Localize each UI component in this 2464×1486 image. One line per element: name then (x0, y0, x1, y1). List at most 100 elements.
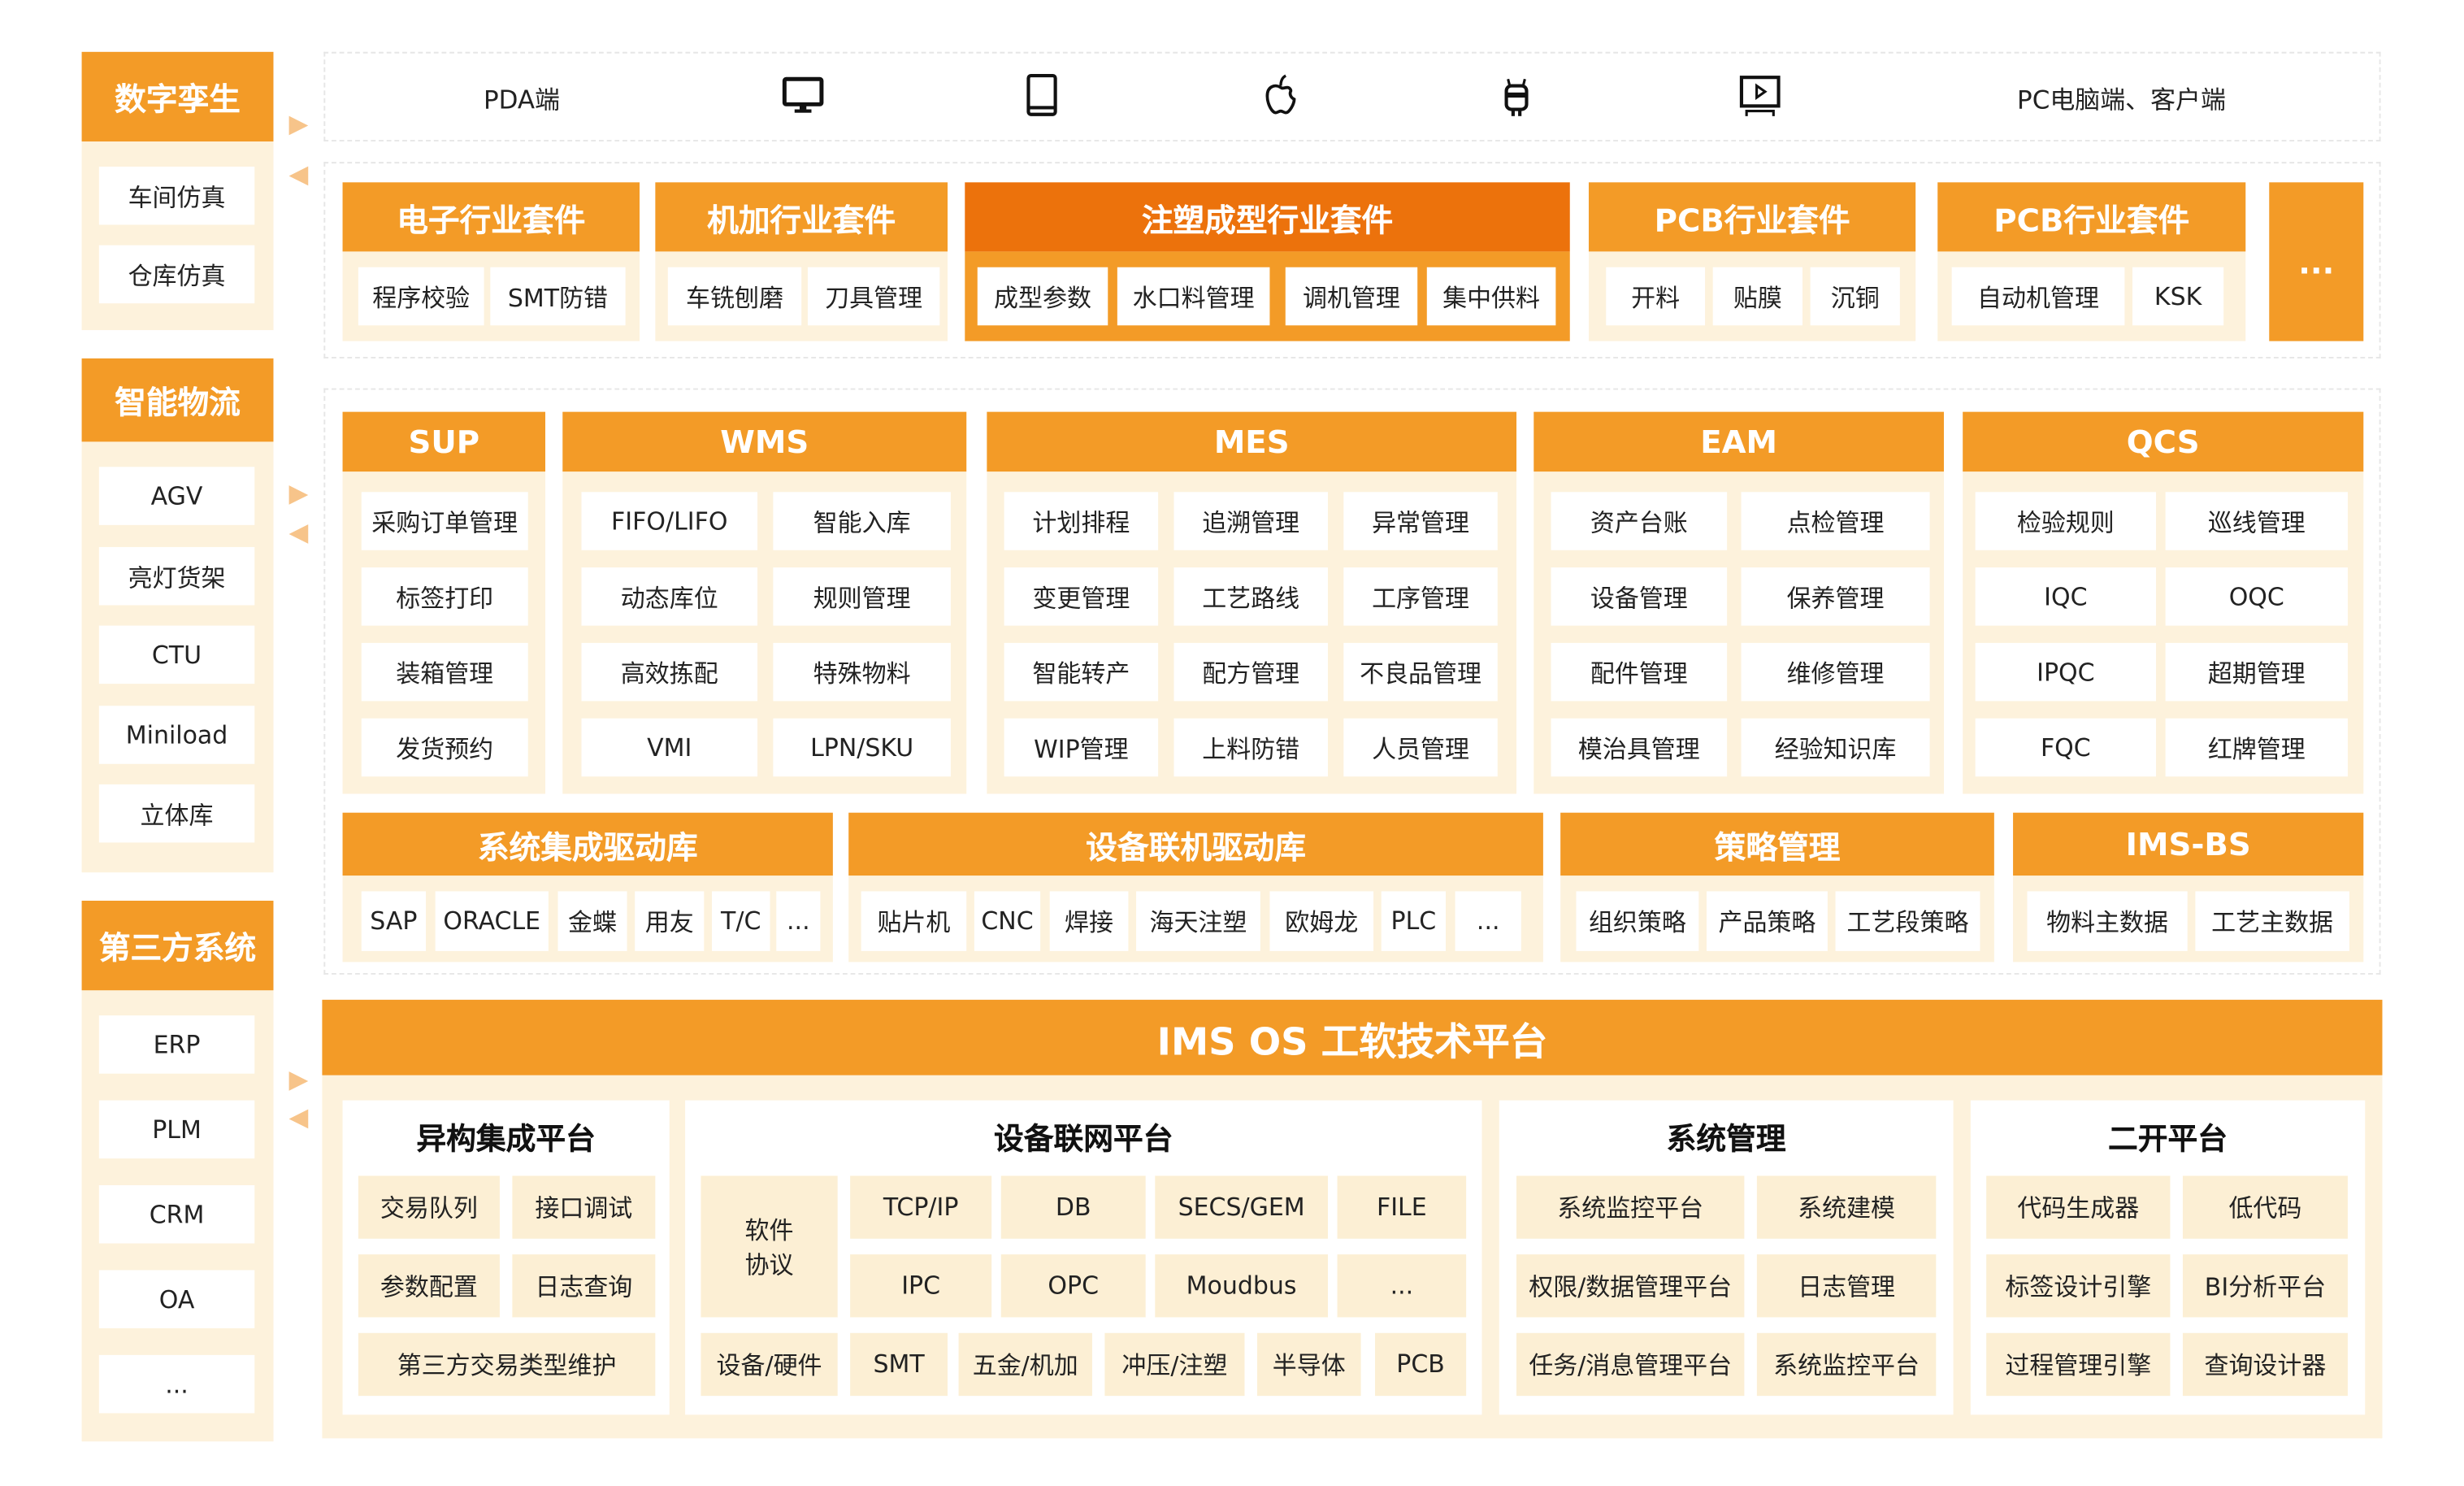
module-item[interactable]: 不良品管理 (1343, 642, 1498, 702)
platform-item[interactable]: 第三方交易类型维护 (358, 1332, 656, 1397)
platform-item[interactable]: 五金/机加 (958, 1332, 1092, 1397)
left-item[interactable]: 亮灯货架 (98, 546, 255, 606)
left-item[interactable]: AGV (98, 467, 255, 525)
left-item[interactable]: ERP (98, 1015, 255, 1074)
kit-title[interactable]: 注塑成型行业套件 (965, 182, 1570, 252)
module-item[interactable]: 装箱管理 (361, 642, 528, 702)
platform-item[interactable]: 半导体 (1256, 1332, 1361, 1397)
module-item[interactable]: 工序管理 (1343, 567, 1498, 626)
platform-item[interactable]: 代码生成器 (1986, 1175, 2171, 1239)
platform-item[interactable]: 权限/数据管理平台 (1516, 1254, 1745, 1318)
driver-item[interactable]: PLC (1381, 891, 1447, 951)
module-title[interactable]: EAM (1533, 411, 1944, 472)
kit-item[interactable]: 开料 (1606, 267, 1706, 326)
platform-item[interactable]: 冲压/注塑 (1104, 1332, 1245, 1397)
platform-item[interactable]: Moudbus (1155, 1254, 1328, 1318)
module-item[interactable]: 采购订单管理 (361, 492, 528, 550)
module-item[interactable]: 智能转产 (1004, 642, 1159, 702)
platform-item[interactable]: 日志管理 (1756, 1254, 1937, 1318)
module-item[interactable]: 工艺路线 (1173, 567, 1328, 626)
platform-item[interactable]: 系统监控平台 (1516, 1175, 1745, 1239)
driver-item[interactable]: 欧姆龙 (1269, 891, 1374, 951)
driver-item[interactable]: 海天注塑 (1136, 891, 1260, 951)
module-item[interactable]: 上料防错 (1173, 718, 1328, 777)
platform-item[interactable]: 系统建模 (1756, 1175, 1937, 1239)
left-item[interactable]: CTU (98, 625, 255, 684)
kits-more-button[interactable]: ... (2269, 182, 2364, 341)
module-title[interactable]: WMS (562, 411, 967, 472)
module-item[interactable]: 超期管理 (2165, 642, 2348, 702)
kit-title[interactable]: PCB行业套件 (1937, 182, 2246, 252)
driver-item[interactable]: 工艺主数据 (2195, 891, 2349, 951)
module-item[interactable]: LPN/SKU (773, 718, 951, 777)
driver-item[interactable]: 用友 (635, 891, 705, 951)
module-title[interactable]: QCS (1963, 411, 2364, 472)
module-item[interactable]: 智能入库 (773, 492, 951, 550)
module-item[interactable]: IPQC (1975, 642, 2157, 702)
platform-item[interactable]: TCP/IP (850, 1175, 992, 1239)
module-item[interactable]: 巡线管理 (2165, 492, 2348, 550)
module-item[interactable]: 配件管理 (1551, 642, 1728, 702)
module-item[interactable]: VMI (581, 718, 758, 777)
driver-item[interactable]: SAP (361, 891, 427, 951)
left-item[interactable]: CRM (98, 1185, 255, 1244)
module-item[interactable]: 动态库位 (581, 567, 758, 626)
kit-title[interactable]: 机加行业套件 (655, 182, 948, 252)
platform-item[interactable]: BI分析平台 (2182, 1254, 2348, 1318)
driver-item[interactable]: 物料主数据 (2027, 891, 2188, 951)
driver-item[interactable]: ... (1455, 891, 1521, 951)
kit-item[interactable]: KSK (2132, 267, 2224, 326)
module-item[interactable]: 高效拣配 (581, 642, 758, 702)
kit-item[interactable]: 水口料管理 (1117, 267, 1270, 326)
left-item[interactable]: ... (98, 1354, 255, 1414)
module-item[interactable]: OQC (2165, 567, 2348, 626)
module-item[interactable]: 维修管理 (1741, 642, 1930, 702)
platform-item[interactable]: 设备/硬件 (701, 1332, 838, 1397)
left-item[interactable]: Miniload (98, 706, 255, 764)
left-item[interactable]: 立体库 (98, 784, 255, 843)
module-item[interactable]: 规则管理 (773, 567, 951, 626)
platform-item[interactable]: SMT (850, 1332, 948, 1397)
module-item[interactable]: 标签打印 (361, 567, 528, 626)
kit-item[interactable]: 沉铜 (1810, 267, 1900, 326)
module-item[interactable]: 模治具管理 (1551, 718, 1728, 777)
platform-item[interactable]: DB (1000, 1175, 1146, 1239)
driver-item[interactable]: 组织策略 (1576, 891, 1699, 951)
module-item[interactable]: 发货预约 (361, 718, 528, 777)
platform-item[interactable]: 查询设计器 (2182, 1332, 2348, 1397)
kit-item[interactable]: 成型参数 (977, 267, 1108, 326)
platform-item[interactable]: 低代码 (2182, 1175, 2348, 1239)
left-item[interactable]: PLM (98, 1100, 255, 1159)
module-item[interactable]: 异常管理 (1343, 492, 1498, 550)
platform-item[interactable]: FILE (1337, 1175, 1467, 1239)
platform-item[interactable]: ... (1337, 1254, 1467, 1318)
module-item[interactable]: IQC (1975, 567, 2157, 626)
driver-item[interactable]: ... (776, 891, 821, 951)
platform-item[interactable]: SECS/GEM (1155, 1175, 1328, 1239)
driver-item[interactable]: 焊接 (1049, 891, 1129, 951)
driver-title[interactable]: 系统集成驱动库 (342, 812, 833, 876)
platform-item[interactable]: PCB (1374, 1332, 1467, 1397)
module-item[interactable]: 资产台账 (1551, 492, 1728, 550)
platform-item[interactable]: 日志查询 (512, 1254, 656, 1318)
left-item[interactable]: 车间仿真 (98, 166, 255, 225)
driver-item[interactable]: ORACLE (435, 891, 549, 951)
platform-item[interactable]: 过程管理引擎 (1986, 1332, 2171, 1397)
kit-item[interactable]: SMT防错 (490, 267, 626, 326)
module-item[interactable]: 保养管理 (1741, 567, 1930, 626)
left-item[interactable]: OA (98, 1270, 255, 1328)
module-title[interactable]: SUP (342, 411, 545, 472)
kit-item[interactable]: 程序校验 (358, 267, 484, 326)
platform-item[interactable]: 软件 协议 (701, 1175, 838, 1318)
module-item[interactable]: 点检管理 (1741, 492, 1930, 550)
kit-title[interactable]: 电子行业套件 (342, 182, 640, 252)
kit-item[interactable]: 刀具管理 (807, 267, 940, 326)
module-item[interactable]: 配方管理 (1173, 642, 1328, 702)
module-item[interactable]: FIFO/LIFO (581, 492, 758, 550)
platform-item[interactable]: 交易队列 (358, 1175, 500, 1239)
module-item[interactable]: 计划排程 (1004, 492, 1159, 550)
kit-item[interactable]: 调机管理 (1285, 267, 1418, 326)
platform-item[interactable]: IPC (850, 1254, 992, 1318)
driver-item[interactable]: T/C (711, 891, 770, 951)
module-item[interactable]: 红牌管理 (2165, 718, 2348, 777)
